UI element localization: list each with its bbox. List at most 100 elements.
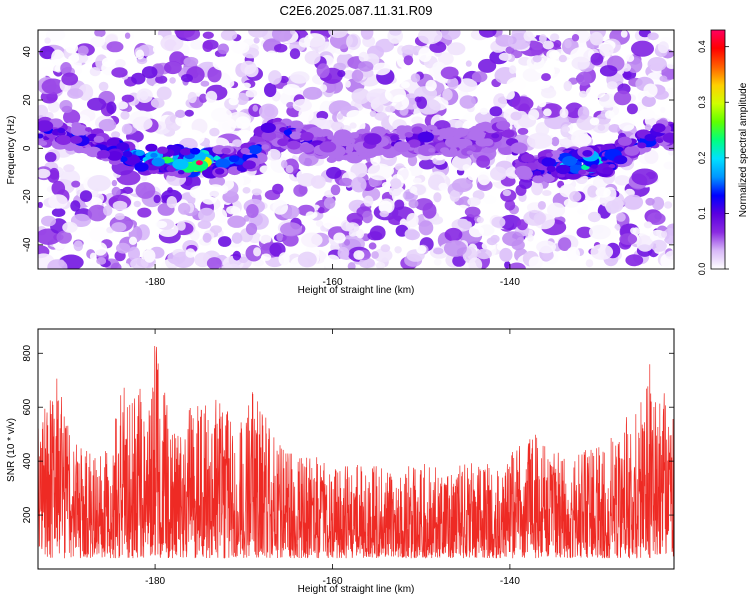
- spectrogram-cell: [577, 106, 590, 120]
- spectrogram-cell: [547, 202, 566, 218]
- spectrogram-cell: [350, 151, 359, 158]
- spectrogram-cell: [198, 207, 216, 223]
- spectrogram-cell: [70, 52, 79, 63]
- spectrogram-cell: [416, 96, 428, 109]
- spectrogram-cell: [153, 194, 161, 204]
- spectrogram-cell: [418, 47, 432, 63]
- spectrogram-cell: [98, 81, 109, 92]
- spectrogram-cell: [285, 165, 294, 174]
- spectrogram-cell: [625, 254, 644, 267]
- spectrogram-cell: [202, 41, 213, 52]
- spectrogram-cell: [101, 57, 115, 68]
- spectrogram-cell: [644, 133, 656, 142]
- spectrogram-cell: [132, 116, 153, 131]
- spectrogram-cell: [403, 55, 414, 66]
- spectrogram-cell: [141, 66, 158, 79]
- spectrogram-cell: [166, 196, 177, 209]
- spectrogram-cell: [590, 244, 614, 260]
- spectrogram-cell: [320, 84, 328, 92]
- spectrogram-cell: [528, 109, 540, 121]
- spectrogram-cell: [405, 229, 420, 241]
- spectrogram-cell: [45, 30, 66, 42]
- spectrogram-cell: [578, 169, 586, 175]
- spectrogram-cell: [331, 121, 345, 132]
- spectrogram-cell: [517, 127, 529, 135]
- spectrogram-cell: [598, 93, 618, 108]
- spectrogram-cell: [652, 123, 666, 133]
- spectrogram-cell: [624, 145, 640, 156]
- x-tick-label: -180: [145, 277, 165, 288]
- spectrogram-cell: [289, 48, 301, 60]
- spectrogram-cell: [620, 30, 628, 38]
- spectrogram-cell: [562, 156, 578, 166]
- spectrogram-cell: [559, 107, 569, 119]
- spectrogram-cell: [261, 253, 272, 261]
- spectrogram-cell: [282, 84, 301, 96]
- spectrogram-cell: [502, 189, 512, 197]
- spectrogram-cell: [438, 52, 454, 66]
- spectrogram-cell: [564, 39, 572, 49]
- spectrogram-cell: [358, 61, 374, 72]
- spectrogram-cell: [137, 207, 152, 218]
- spectrogram-cell: [364, 133, 382, 145]
- spectrogram-cell: [266, 148, 281, 161]
- spectrogram-cell: [143, 249, 156, 263]
- spectrogram-panel: -180 -160 -140 -40 -20 0 20 40 Height of strai…: [6, 29, 675, 296]
- spectrogram-cell: [499, 214, 522, 230]
- spectrogram-cell: [388, 186, 402, 197]
- spectrogram-cell: [440, 147, 450, 154]
- spectrogram-cell: [444, 227, 463, 242]
- spectrogram-cell: [116, 142, 130, 151]
- spectrogram-cell: [337, 70, 346, 78]
- spectrogram-cell: [650, 239, 667, 252]
- spectrogram-cell: [298, 37, 312, 48]
- spectrogram-cell: [276, 232, 284, 242]
- spectrogram-cell: [479, 107, 488, 115]
- spectrogram-cell: [261, 144, 270, 150]
- spectrogram-cell: [121, 123, 133, 135]
- spectrogram-cell: [293, 184, 307, 197]
- spectrogram-cell: [599, 43, 614, 57]
- colorbar-tick-label: 0.2: [697, 152, 707, 165]
- spectrogram-frame: [37, 29, 675, 270]
- x-tick-label: -140: [500, 277, 520, 288]
- spectrogram-cell: [106, 137, 120, 147]
- spectrogram-cell: [531, 180, 544, 196]
- spectrogram-cell: [551, 136, 560, 147]
- spectrogram-cell: [199, 93, 208, 104]
- spectrogram-cell: [107, 151, 122, 161]
- spectrogram-cell: [587, 185, 598, 198]
- spectrogram-cell: [418, 144, 436, 157]
- spectrogram-cell: [240, 147, 250, 155]
- spectrogram-cell: [38, 57, 52, 69]
- spectrogram-cell: [64, 143, 77, 151]
- spectrogram-cell: [363, 195, 374, 207]
- spectrogram-cell: [664, 201, 673, 209]
- spectrogram-cell: [576, 71, 592, 86]
- spectrogram-cell: [498, 52, 512, 61]
- snr-series-line: [38, 345, 674, 559]
- spectrogram-cell: [156, 86, 172, 100]
- spectrogram-cell: [590, 52, 604, 66]
- spectrogram-cell: [636, 235, 654, 252]
- spectrogram-cell: [501, 129, 515, 138]
- spectrogram-cell: [474, 111, 494, 125]
- spectrogram-cell: [259, 233, 272, 245]
- spectrogram-cell: [280, 160, 288, 169]
- spectrogram-y-ticks: -40 -20 0 20 40: [22, 46, 674, 252]
- spectrogram-cell: [396, 167, 412, 184]
- spectrogram-cell: [433, 247, 444, 255]
- spectrogram-cell: [78, 84, 94, 101]
- spectrogram-cell: [87, 175, 111, 192]
- spectrogram-cell: [408, 199, 419, 209]
- spectrogram-cell: [120, 110, 130, 120]
- spectrogram-cell: [379, 210, 389, 218]
- spectrogram-cell: [406, 213, 419, 228]
- spectrogram-cell: [526, 132, 553, 149]
- spectrogram-cell: [361, 210, 373, 224]
- spectrogram-cell: [660, 106, 666, 114]
- spectrogram-cell: [476, 248, 492, 260]
- spectrogram-cell: [456, 78, 478, 93]
- spectrogram-cell: [451, 154, 472, 171]
- spectrogram-cell: [111, 67, 128, 78]
